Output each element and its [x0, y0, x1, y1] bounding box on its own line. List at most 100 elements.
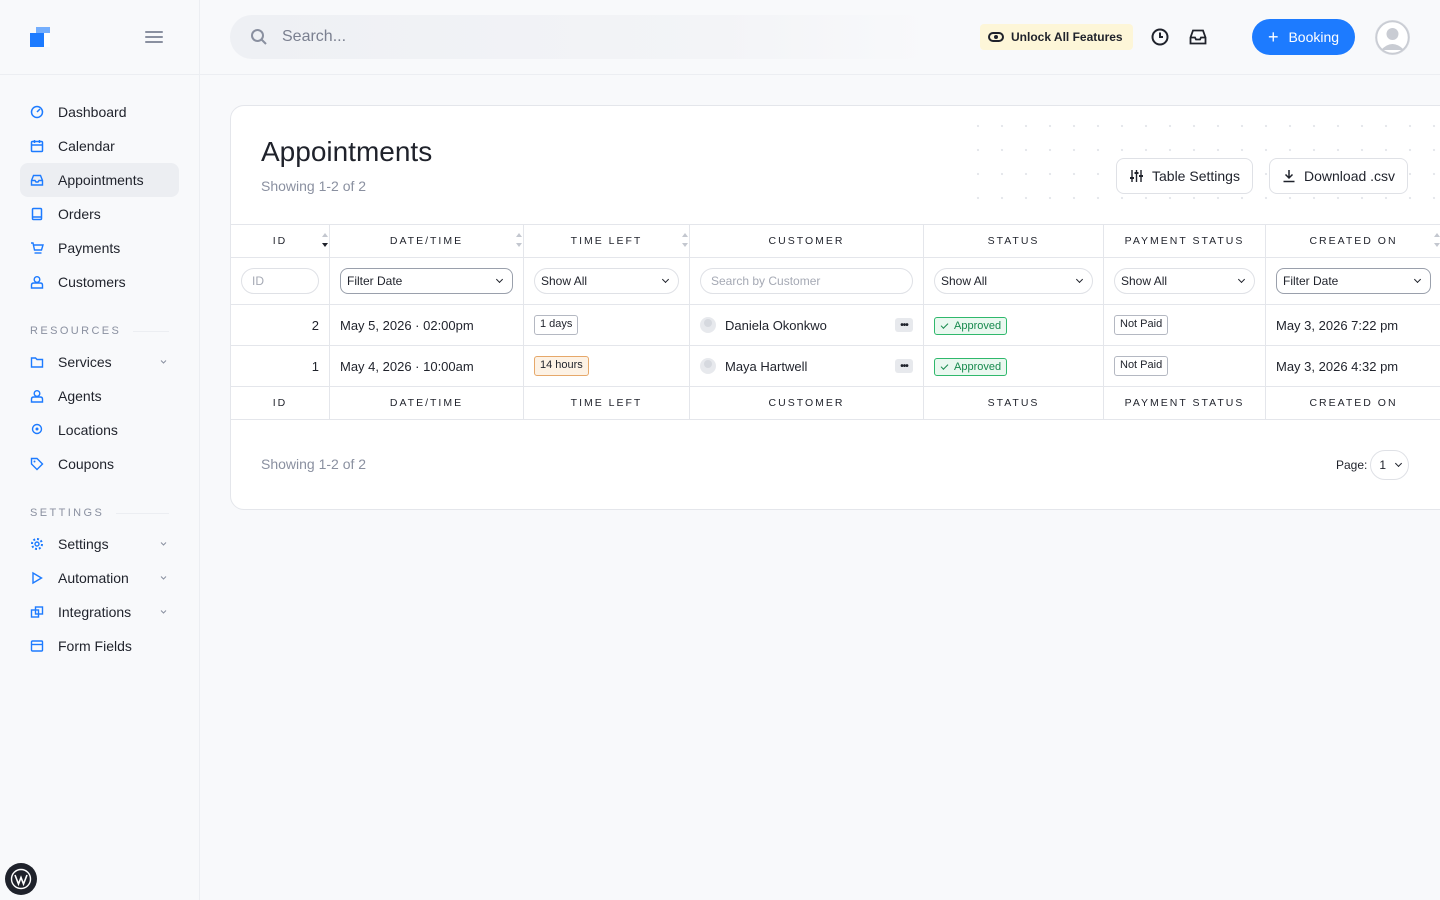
sidebar-item-label: Locations	[58, 422, 118, 438]
sort-icon[interactable]	[319, 233, 328, 249]
sidebar-item-orders[interactable]: Orders	[20, 197, 179, 231]
download-csv-button[interactable]: Download .csv	[1269, 158, 1409, 194]
link-icon	[30, 605, 44, 619]
column-footer-customer: CUSTOMER	[689, 386, 924, 420]
payment-status-filter-select[interactable]: Show All	[1114, 268, 1255, 294]
created-on-filter-select[interactable]: Filter Date	[1276, 268, 1431, 294]
sidebar-item-calendar[interactable]: Calendar	[20, 129, 179, 163]
unlock-features-button[interactable]: Unlock All Features	[980, 24, 1133, 50]
filter-row: Filter Date Show All Show All Show All F…	[231, 257, 1440, 305]
search-input[interactable]	[282, 28, 782, 46]
sidebar-item-label: Appointments	[58, 172, 144, 188]
cell-status: Approved	[923, 345, 1104, 387]
sidebar-item-locations[interactable]: Locations	[20, 413, 179, 447]
chevron-down-icon	[1413, 275, 1422, 284]
page-select[interactable]: 1	[1370, 450, 1410, 480]
sidebar-item-label: Dashboard	[58, 104, 127, 120]
cell-created-on: May 3, 2026 4:32 pm	[1265, 345, 1440, 387]
inbox-icon	[30, 173, 44, 187]
clock-icon[interactable]	[1150, 27, 1170, 47]
play-icon	[30, 571, 44, 585]
sidebar-item-label: Customers	[58, 274, 126, 290]
sidebar-item-label: Agents	[58, 388, 102, 404]
cell-time-left: 1 days	[523, 304, 690, 346]
more-options-icon[interactable]: •••	[895, 359, 913, 373]
appointments-table: ID DATE/TIME TIME LEFT CUSTOMER STATUS P…	[231, 224, 1440, 420]
table-row[interactable]: 1 May 4, 2026 · 10:00am 14 hours Maya Ha…	[231, 345, 1440, 387]
wordpress-icon[interactable]	[5, 863, 37, 895]
column-footer-id: ID	[231, 386, 330, 420]
sidebar-item-appointments[interactable]: Appointments	[20, 163, 179, 197]
menu-toggle-icon[interactable]	[145, 31, 163, 43]
column-footer-datetime: DATE/TIME	[329, 386, 524, 420]
column-footer-time-left: TIME LEFT	[523, 386, 690, 420]
chevron-down-icon	[160, 542, 167, 546]
sidebar-item-label: Payments	[58, 240, 121, 256]
customer-name[interactable]: Maya Hartwell	[725, 358, 808, 374]
download-csv-label: Download .csv	[1304, 168, 1396, 184]
booking-label: Booking	[1288, 29, 1340, 45]
sort-icon[interactable]	[1431, 233, 1440, 249]
sidebar-item-dashboard[interactable]: Dashboard	[20, 95, 179, 129]
column-header-time-left[interactable]: TIME LEFT	[523, 224, 690, 258]
sort-icon[interactable]	[513, 233, 522, 249]
new-booking-button[interactable]: + Booking	[1252, 19, 1355, 55]
brand-logo[interactable]	[30, 27, 50, 47]
column-header-datetime[interactable]: DATE/TIME	[329, 224, 524, 258]
avatar[interactable]	[1375, 20, 1410, 55]
cell-created-on: May 3, 2026 7:22 pm	[1265, 304, 1440, 346]
chevron-down-icon	[1075, 275, 1084, 284]
sidebar-item-customers[interactable]: Customers	[20, 265, 179, 299]
results-count: Showing 1-2 of 2	[261, 178, 367, 194]
sidebar-item-label: Integrations	[58, 604, 132, 620]
column-header-id[interactable]: ID	[231, 224, 330, 258]
inbox-icon[interactable]	[1188, 27, 1208, 47]
sliders-icon	[1130, 170, 1143, 182]
column-footer-status: STATUS	[923, 386, 1104, 420]
chevron-down-icon	[1237, 275, 1246, 284]
sidebar-item-payments[interactable]: Payments	[20, 231, 179, 265]
appointments-card: Appointments Showing 1-2 of 2 Table Sett…	[230, 105, 1440, 510]
eye-icon	[988, 32, 1004, 42]
customer-search-input[interactable]	[700, 268, 913, 294]
sidebar-item-label: Coupons	[58, 456, 115, 472]
column-footer-created-on: CREATED ON	[1265, 386, 1440, 420]
status-filter-select[interactable]: Show All	[934, 268, 1093, 294]
column-header-payment-status: PAYMENT STATUS	[1103, 224, 1266, 258]
sort-icon[interactable]	[679, 233, 688, 249]
cart-icon	[30, 241, 44, 255]
payment-status-badge: Not Paid	[1114, 315, 1169, 335]
sidebar-item-services[interactable]: Services	[20, 345, 179, 379]
sidebar-item-integrations[interactable]: Integrations	[20, 595, 179, 629]
sidebar-item-settings[interactable]: Settings	[20, 527, 179, 561]
section-label-settings: SETTINGS	[20, 505, 179, 521]
calendar-icon	[30, 139, 44, 153]
column-header-created-on[interactable]: CREATED ON	[1265, 224, 1440, 258]
user-icon	[30, 275, 44, 289]
sidebar-item-coupons[interactable]: Coupons	[20, 447, 179, 481]
search-bar[interactable]	[230, 15, 930, 59]
chevron-down-icon	[160, 360, 167, 364]
gear-icon	[30, 537, 44, 551]
sidebar-item-automation[interactable]: Automation	[20, 561, 179, 595]
tag-icon	[30, 457, 44, 471]
unlock-features-label: Unlock All Features	[1011, 30, 1123, 44]
column-header-customer: CUSTOMER	[689, 224, 924, 258]
dashboard-icon	[30, 105, 44, 119]
customer-name[interactable]: Daniela Okonkwo	[725, 317, 827, 333]
topbar: Unlock All Features + Booking	[200, 0, 1440, 75]
sidebar-item-form-fields[interactable]: Form Fields	[20, 629, 179, 663]
date-filter-select[interactable]: Filter Date	[340, 268, 513, 294]
time-left-filter-select[interactable]: Show All	[534, 268, 679, 294]
table-row[interactable]: 2 May 5, 2026 · 02:00pm 1 days Daniela O…	[231, 304, 1440, 346]
sidebar-item-agents[interactable]: Agents	[20, 379, 179, 413]
id-filter-input[interactable]	[241, 268, 319, 294]
download-icon	[1283, 170, 1295, 183]
payment-status-badge: Not Paid	[1114, 356, 1169, 376]
chevron-down-icon	[495, 275, 504, 284]
column-header-status: STATUS	[923, 224, 1104, 258]
cell-customer: Maya Hartwell •••	[689, 345, 924, 387]
table-settings-button[interactable]: Table Settings	[1116, 158, 1253, 194]
time-left-badge: 1 days	[534, 315, 579, 335]
more-options-icon[interactable]: •••	[895, 318, 913, 332]
